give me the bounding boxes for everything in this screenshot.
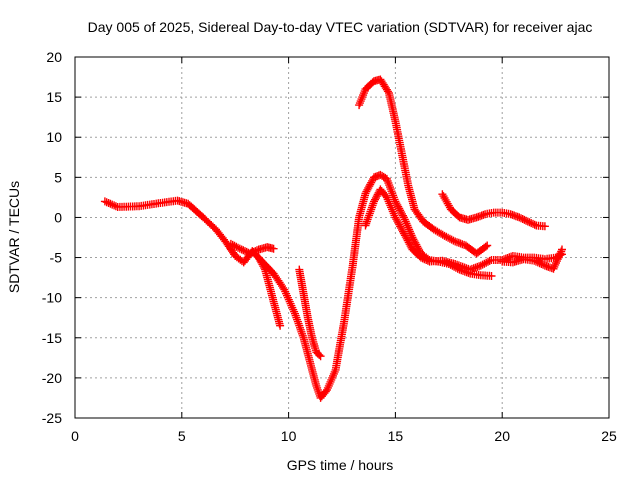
series-markers	[100, 170, 496, 402]
y-tick-label: 10	[46, 129, 62, 145]
x-tick-label: 0	[71, 428, 79, 444]
series-track-3	[355, 75, 492, 258]
series-markers	[226, 239, 278, 258]
chart-title: Day 005 of 2025, Sidereal Day-to-day VTE…	[88, 19, 593, 35]
series-track-1	[100, 170, 496, 402]
grid-lines	[75, 57, 609, 418]
y-tick-label: 5	[54, 169, 62, 185]
data-marks	[100, 75, 566, 402]
series-track-5	[226, 239, 278, 258]
y-tick-label: 0	[54, 209, 62, 225]
series-track-6	[254, 253, 285, 330]
y-tick-label: 20	[46, 49, 62, 65]
x-tick-label: 25	[601, 428, 617, 444]
series-track-4	[438, 190, 549, 231]
series-markers	[295, 265, 325, 361]
y-tick-label: -10	[42, 290, 62, 306]
y-tick-label: -15	[42, 330, 62, 346]
x-axis: 0 5 10 15 20 25	[71, 57, 617, 444]
y-axis: 20 15 10 5 0 -5 -10 -15 -20 -25	[42, 49, 609, 426]
x-tick-label: 20	[494, 428, 510, 444]
y-tick-label: -5	[50, 250, 63, 266]
series-markers	[438, 190, 549, 231]
y-tick-label: 15	[46, 89, 62, 105]
series-markers	[355, 75, 492, 258]
plot-border	[74, 56, 610, 419]
x-axis-label: GPS time / hours	[287, 457, 394, 473]
y-tick-label: -20	[42, 370, 62, 386]
x-tick-label: 15	[388, 428, 404, 444]
y-axis-label: SDTVAR / TECUs	[6, 181, 22, 293]
x-tick-label: 5	[178, 428, 186, 444]
series-track-7	[295, 265, 325, 361]
y-tick-label: -25	[42, 410, 62, 426]
x-tick-label: 10	[281, 428, 297, 444]
series-markers	[498, 245, 566, 273]
series-markers	[254, 253, 285, 330]
series-track-8	[498, 245, 566, 273]
